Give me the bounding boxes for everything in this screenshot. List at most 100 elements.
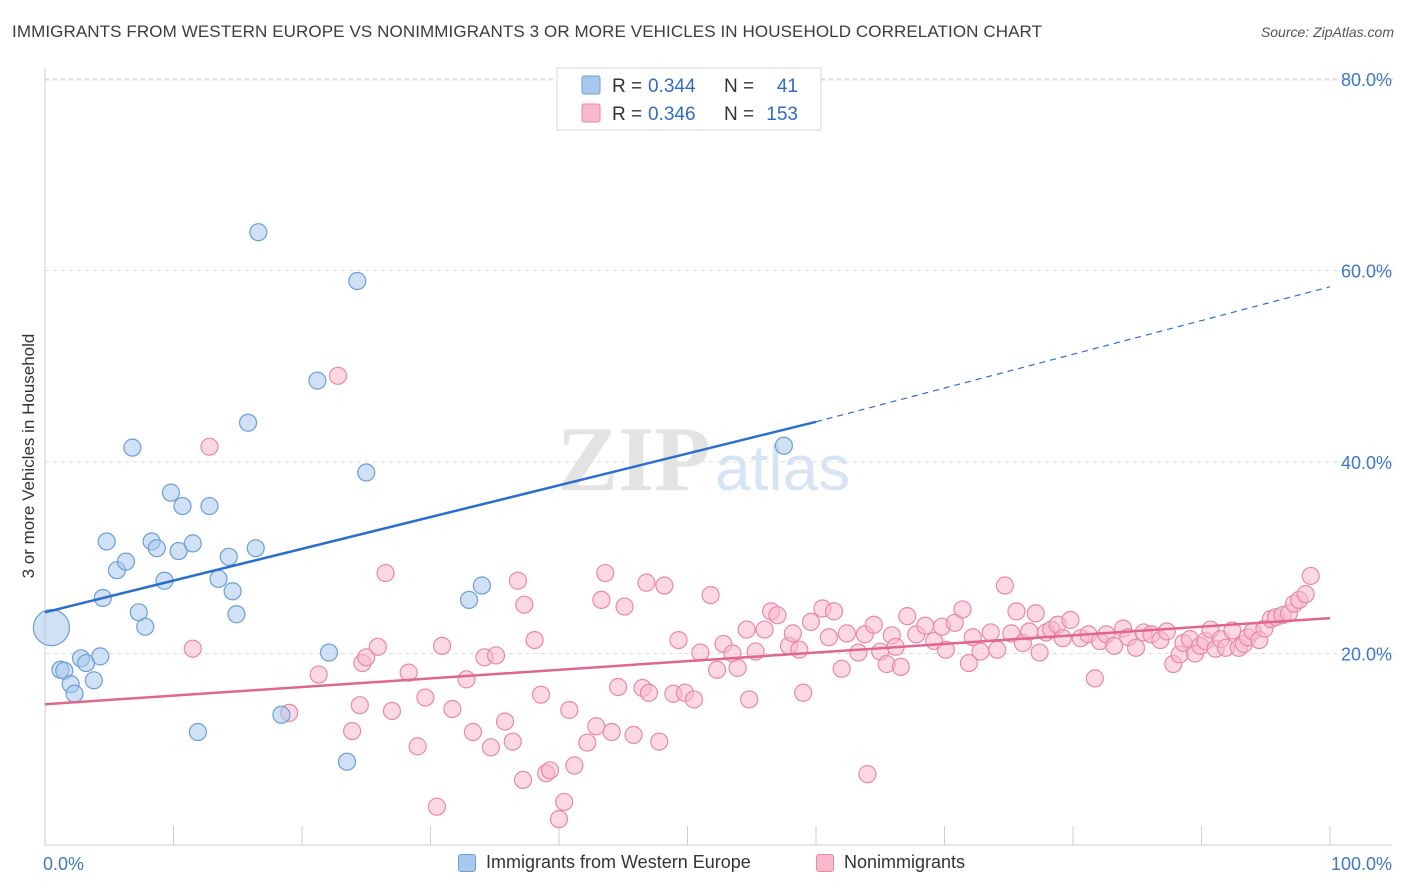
point-nonimmigrants [495,712,515,731]
point-nonimmigrants [995,576,1014,595]
point-nonimmigrants [755,620,774,639]
legend-r-value-1: 0.344 [648,76,696,97]
trend-lines [44,286,1331,706]
y-axis-label: 3 or more Vehicles in Household [19,334,38,579]
point-nonimmigrants [740,690,759,709]
point-immigrants [227,605,246,624]
point-nonimmigrants [1105,636,1124,655]
point-immigrants [272,705,291,724]
point-nonimmigrants [200,437,219,456]
legend-r-value-2: 0.346 [648,104,696,125]
point-nonimmigrants [540,761,560,780]
point-nonimmigrants [531,685,551,704]
legend-n-label-1: N = [724,76,754,97]
point-nonimmigrants [1126,638,1146,657]
legend-swatch-immigrants [581,75,601,95]
point-nonimmigrants [508,571,527,590]
point-immigrants [223,582,242,601]
point-nonimmigrants [592,590,611,609]
point-immigrants [91,647,110,666]
axes: 20.0% 40.0% 60.0% 80.0% 0.0% 100.0% [43,68,1392,874]
point-nonimmigrants [824,602,844,621]
point-nonimmigrants [503,732,522,751]
watermark: ZIP atlas [557,408,850,510]
point-nonimmigrants [1157,622,1176,641]
point-nonimmigrants [1030,643,1049,662]
point-nonimmigrants [368,637,387,656]
point-nonimmigrants [971,642,990,661]
point-nonimmigrants [432,636,452,655]
point-nonimmigrants [486,646,506,665]
point-nonimmigrants [1026,604,1045,623]
point-immigrants [219,547,238,566]
point-nonimmigrants [655,576,674,595]
point-nonimmigrants [936,640,955,659]
point-nonimmigrants [669,630,688,650]
y-tick-label: 20.0% [1341,645,1392,665]
point-immigrants [183,534,202,553]
point-nonimmigrants [988,640,1007,659]
legend-label-immigrants: Immigrants from Western Europe [486,852,751,872]
point-nonimmigrants [684,690,704,709]
point-immigrants [161,483,181,502]
point-nonimmigrants [549,810,569,829]
stats-legend: R = 0.344 N = 41 R = 0.346 N = 153 [556,67,822,131]
point-nonimmigrants [427,797,447,816]
point-immigrants [97,532,116,551]
x-tick-label-max: 100.0% [1331,854,1392,874]
chart-title: IMMIGRANTS FROM WESTERN EUROPE VS NONIMM… [12,22,1043,41]
source-label: Source: ZipAtlas.com [1260,24,1394,40]
point-immigrants [774,436,793,455]
legend-n-label-2: N = [724,104,754,125]
point-immigrants [348,271,367,291]
point-nonimmigrants [578,733,597,752]
point-nonimmigrants [463,722,483,742]
point-nonimmigrants [1301,566,1320,586]
legend-label-nonimmigrants: Nonimmigrants [844,852,966,872]
point-nonimmigrants [350,696,369,715]
point-nonimmigrants [525,630,544,650]
point-nonimmigrants [790,640,809,659]
legend-r-label-2: R = [612,104,642,125]
x-tick-label-min: 0.0% [43,854,84,874]
series-legend: Immigrants from Western Europe Nonimmigr… [0,852,1406,878]
point-nonimmigrants [1007,602,1026,621]
point-nonimmigrants [891,657,910,677]
point-nonimmigrants [794,683,813,702]
point-immigrants [459,590,479,609]
point-nonimmigrants [837,624,856,643]
point-nonimmigrants [707,660,727,679]
legend-r-label-1: R = [612,76,642,97]
watermark-zip: ZIP [557,408,710,510]
point-nonimmigrants [376,563,395,583]
point-immigrants [123,438,142,457]
point-nonimmigrants [1085,669,1104,688]
stats-legend-box [556,67,822,131]
point-immigrants [249,223,268,242]
point-immigrants [136,617,155,636]
point-nonimmigrants [481,738,500,757]
point-immigrants [200,496,219,516]
point-nonimmigrants [416,688,435,707]
point-nonimmigrants [443,699,462,719]
point-immigrants [147,539,166,558]
point-nonimmigrants [737,620,756,639]
trendline-nonimmigrants [44,616,1331,706]
point-nonimmigrants [639,683,659,702]
legend-swatch-immigrants-bottom [458,853,476,872]
trendline-immigrants [44,420,817,614]
point-immigrants [238,413,258,432]
legend-item-nonimmigrants: Nonimmigrants [816,852,965,873]
point-immigrants [169,541,188,561]
point-immigrants [173,496,192,516]
point-nonimmigrants [783,624,802,643]
legend-item-immigrants: Immigrants from Western Europe [458,852,751,873]
point-nonimmigrants [343,721,362,741]
point-nonimmigrants [624,725,643,744]
point-nonimmigrants [357,648,376,667]
point-nonimmigrants [728,658,747,677]
y-tick-label: 60.0% [1341,262,1392,282]
point-immigrants [246,539,265,558]
point-immigrants [319,643,339,662]
